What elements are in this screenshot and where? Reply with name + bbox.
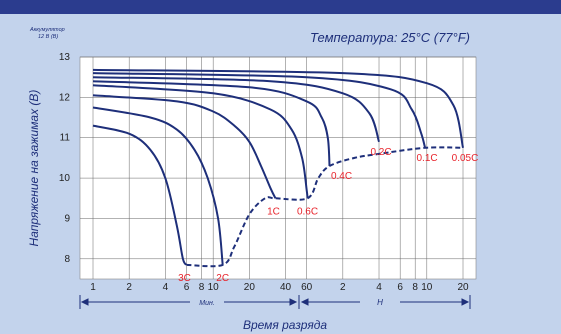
- x-tick-label: 4: [163, 282, 169, 293]
- curves: [92, 68, 464, 268]
- series-label-0_2C: 0.2C: [370, 147, 391, 158]
- x-unit-brackets: [79, 295, 471, 309]
- x-tick-label: 6: [397, 282, 403, 293]
- series-labels: 3C 2C 1C 0.6C 0.4C 0.2C 0.1C 0.05C: [178, 147, 478, 284]
- x-tick-label: 2: [126, 282, 132, 293]
- y-ticks: 8 9 10 11 12 13: [59, 52, 71, 265]
- series-label-1C: 1C: [267, 206, 280, 217]
- y-tick-label: 9: [64, 213, 70, 224]
- x-axis-label: Время разряда: [243, 318, 327, 332]
- y-tick-label: 11: [60, 133, 71, 144]
- cutoff-voltage-line: [186, 146, 464, 268]
- top-bar: [0, 0, 561, 14]
- y-tick-label: 8: [64, 254, 70, 265]
- x-tick-label: 20: [244, 282, 256, 293]
- x-tick-label: 8: [412, 282, 418, 293]
- series-line-0_05C: [92, 68, 464, 149]
- x-tick-label: 20: [457, 282, 469, 293]
- y-axis-label: Напряжение на зажимах (В): [27, 90, 41, 247]
- series-line-0_2C: [92, 76, 380, 143]
- arrow-right-icon: [461, 298, 470, 306]
- arrow-left-icon: [80, 298, 89, 306]
- y-tick-label: 12: [59, 92, 71, 103]
- series-line-1C: [92, 94, 277, 199]
- series-label-2C: 2C: [216, 273, 229, 284]
- battery-label-line1: Аккумулятор: [29, 27, 65, 33]
- x-ticks: 1 2 4 6 8 10 20 40 60 2 4 6 8 10 20: [90, 282, 469, 293]
- chart-title: Температура: 25°C (77°F): [310, 30, 470, 45]
- x-unit-hours: Н: [377, 298, 383, 307]
- series-line-0_6C: [92, 84, 309, 199]
- y-tick-label: 13: [59, 52, 71, 63]
- x-tick-label: 60: [301, 282, 313, 293]
- series-line-3C: [92, 124, 188, 266]
- arrow-left-icon: [300, 298, 309, 306]
- x-tick-label: 40: [280, 282, 292, 293]
- x-tick-label: 1: [90, 282, 96, 293]
- y-tick-label: 10: [59, 173, 71, 184]
- x-tick-label: 8: [199, 282, 205, 293]
- x-tick-label: 2: [340, 282, 346, 293]
- series-label-0_1C: 0.1C: [416, 153, 437, 164]
- series-line-2C: [92, 106, 224, 266]
- x-tick-label: 10: [208, 282, 220, 293]
- grid: [80, 56, 476, 279]
- plot-area: [79, 56, 477, 280]
- x-tick-label: 10: [421, 282, 433, 293]
- series-line-0_1C: [92, 72, 427, 149]
- series-label-0_05C: 0.05C: [452, 153, 479, 164]
- series-label-3C: 3C: [178, 273, 191, 284]
- x-tick-label: 6: [184, 282, 190, 293]
- series-label-0_6C: 0.6C: [297, 206, 318, 217]
- arrow-right-icon: [289, 298, 298, 306]
- series-label-0_4C: 0.4C: [331, 171, 352, 182]
- battery-label-line2: 12 В (В): [38, 34, 58, 40]
- x-tick-label: 4: [376, 282, 382, 293]
- x-unit-minutes: Мин.: [199, 300, 215, 307]
- series-line-0_4C: [92, 80, 331, 167]
